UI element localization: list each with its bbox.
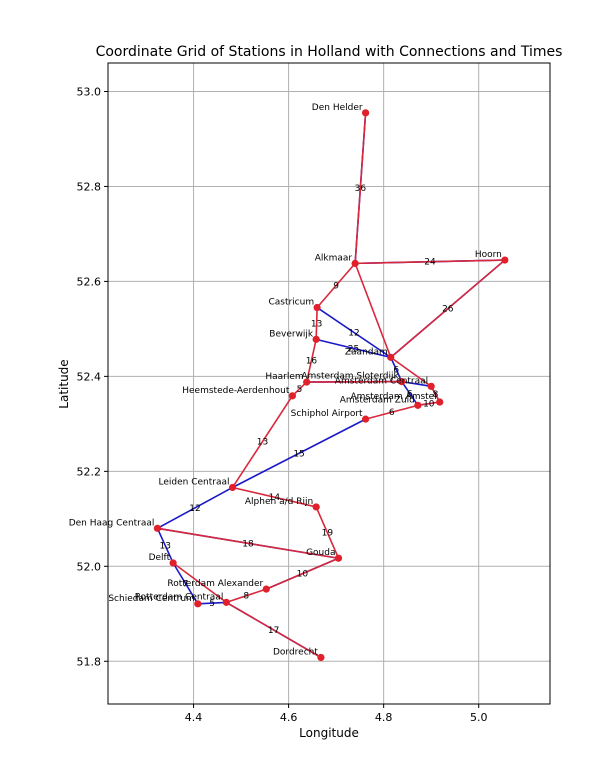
x-axis-label: Longitude: [299, 726, 359, 740]
y-tick-label: 52.0: [77, 560, 102, 573]
station-label-schiedam-centrum: Schiedam Centrum: [108, 594, 194, 604]
station-marker-alkmaar: [352, 260, 359, 267]
y-tick-label: 52.4: [77, 370, 102, 383]
travel-time-label: 13: [311, 319, 322, 329]
travel-time-label: 12: [348, 328, 359, 338]
travel-time-label: 17: [268, 626, 279, 636]
station-marker-amsterdam-zuid: [414, 402, 421, 409]
station-marker-rotterdam-alexander: [263, 585, 270, 592]
station-label-amsterdam-centraal: Amsterdam Centraal: [335, 376, 428, 386]
station-label-castricum: Castricum: [268, 298, 314, 308]
travel-time-label: 6: [389, 408, 395, 418]
station-marker-alphen-a-d-rijn: [313, 503, 320, 510]
y-tick-label: 52.6: [77, 275, 102, 288]
station-marker-amsterdam-centraal: [428, 383, 435, 390]
y-tick-label: 52.8: [77, 180, 102, 193]
x-tick-label: 4.6: [280, 711, 298, 724]
x-tick-label: 5.0: [470, 711, 488, 724]
travel-time-label: 18: [242, 539, 254, 549]
y-tick-label: 53.0: [77, 85, 102, 98]
travel-time-label: 16: [306, 357, 318, 367]
x-tick-label: 4.4: [185, 711, 203, 724]
travel-time-label: 13: [160, 542, 171, 552]
station-label-zaandam: Zaandam: [345, 347, 388, 357]
station-label-dordrecht: Dordrecht: [273, 647, 318, 657]
travel-time-label: 8: [243, 592, 249, 602]
travel-time-label: 36: [355, 184, 367, 194]
chart-title: Coordinate Grid of Stations in Holland w…: [96, 44, 563, 60]
station-label-hoorn: Hoorn: [475, 250, 502, 260]
station-marker-delft: [170, 559, 177, 566]
travel-time-label: 24: [424, 258, 436, 268]
station-marker-zaandam: [387, 354, 394, 361]
station-label-delft: Delft: [149, 553, 171, 563]
travel-time-label: 12: [189, 504, 200, 514]
travel-time-label: 10: [297, 570, 309, 580]
station-marker-castricum: [314, 304, 321, 311]
station-marker-beverwijk: [313, 336, 320, 343]
x-tick-label: 4.8: [375, 711, 393, 724]
station-label-rotterdam-alexander: Rotterdam Alexander: [167, 579, 263, 589]
station-label-alphen-a-d-rijn: Alphen a/d Rijn: [245, 497, 313, 507]
station-label-leiden-centraal: Leiden Centraal: [159, 477, 230, 487]
station-marker-schiphol-airport: [362, 416, 369, 423]
travel-time-label: 15: [293, 449, 304, 459]
station-marker-den-haag-centraal: [154, 525, 161, 532]
station-marker-hoorn: [501, 256, 508, 263]
y-axis-label: Latitude: [57, 359, 71, 408]
y-tick-label: 52.2: [77, 465, 102, 478]
station-marker-den-helder: [362, 109, 369, 116]
travel-time-label: 5: [297, 385, 303, 395]
station-marker-amsterdam-amstel: [436, 398, 443, 405]
travel-time-label: 26: [442, 305, 454, 315]
station-marker-gouda: [335, 555, 342, 562]
station-label-gouda: Gouda: [306, 548, 335, 558]
station-label-den-helder: Den Helder: [312, 103, 363, 113]
travel-time-label: 9: [333, 281, 339, 291]
station-label-heemstede-aerdenhout: Heemstede-Aerdenhout: [182, 386, 290, 396]
station-label-amsterdam-zuid: Amsterdam Zuid: [340, 395, 415, 405]
station-label-schiphol-airport: Schiphol Airport: [291, 409, 363, 419]
y-tick-label: 51.8: [77, 655, 102, 668]
station-marker-leiden-centraal: [229, 484, 236, 491]
station-marker-dordrecht: [317, 654, 324, 661]
station-label-den-haag-centraal: Den Haag Centraal: [69, 518, 155, 528]
station-marker-heemstede-aerdenhout: [289, 392, 296, 399]
station-label-alkmaar: Alkmaar: [315, 253, 353, 263]
station-label-beverwijk: Beverwijk: [269, 329, 314, 339]
travel-time-label: 13: [257, 438, 268, 448]
station-label-haarlem: Haarlem: [265, 372, 303, 382]
travel-time-label: 19: [322, 529, 334, 539]
station-marker-rotterdam-centraal: [223, 599, 230, 606]
